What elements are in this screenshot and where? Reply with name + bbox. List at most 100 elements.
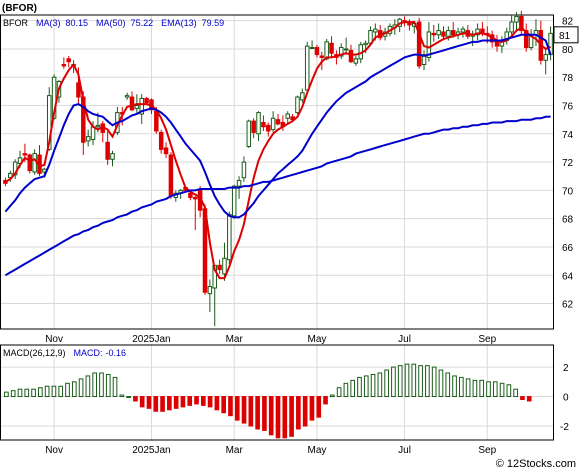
candle-up: [139, 97, 144, 115]
price-y-tick: 70: [562, 186, 574, 197]
candle-up: [475, 28, 480, 36]
macd-bar-negative: [214, 396, 220, 411]
candle-up: [363, 42, 368, 46]
candle-up: [300, 92, 305, 101]
price-x-tick: May: [307, 334, 326, 345]
candle-up: [460, 28, 466, 33]
macd-bar-negative: [262, 396, 267, 431]
macd-bar-positive: [126, 396, 131, 399]
macd-bar-positive: [119, 394, 125, 398]
macd-bar-positive: [71, 381, 77, 398]
macd-bar-negative: [309, 396, 315, 421]
price-y-tick: 74: [562, 130, 574, 141]
macd-bar-positive: [343, 382, 349, 398]
candle-up: [436, 30, 441, 36]
macd-bar-negative: [268, 396, 274, 436]
macd-bar-positive: [105, 373, 111, 398]
macd-bar-negative: [200, 396, 206, 406]
last-price-label: 81: [559, 31, 571, 42]
macd-bar-positive: [397, 365, 403, 398]
candle-down: [76, 82, 81, 98]
macd-bar-positive: [506, 384, 512, 398]
macd-bar-negative: [520, 396, 525, 400]
price-legend-value: 75.22: [131, 18, 154, 28]
price-legend-name: BFOR: [3, 18, 29, 28]
candle-up: [285, 113, 290, 119]
candle-down: [66, 58, 71, 63]
macd-bar-negative: [160, 396, 165, 412]
candle-up: [222, 257, 227, 275]
series-line-ema13: [4, 33, 552, 219]
price-legend-value: 80.15: [66, 18, 89, 28]
macd-bar-positive: [357, 376, 362, 398]
macd-panel: -2 0 2 MACD(26,12,9) MACD: -0.16 Nov 2025Jan Mar…: [0, 344, 569, 456]
candle-down: [105, 141, 110, 160]
candle-up: [227, 213, 232, 261]
candle-up: [295, 96, 300, 114]
price-x-tick: Sep: [478, 334, 496, 345]
macd-bar-negative: [275, 396, 281, 439]
candle-up: [324, 41, 329, 60]
candle-up: [90, 126, 96, 140]
macd-bar-negative: [289, 396, 294, 437]
macd-bar-negative: [316, 396, 322, 418]
macd-bar-positive: [17, 388, 23, 398]
macd-legend-name: MACD:: [74, 348, 103, 358]
macd-x-tick: May: [307, 445, 326, 456]
macd-bar-positive: [479, 379, 485, 398]
macd-bar-positive: [92, 372, 97, 398]
macd-bar-negative: [282, 396, 288, 439]
macd-bar-positive: [329, 394, 335, 398]
candle-down: [266, 124, 271, 132]
candle-down: [519, 15, 524, 32]
candle-down: [275, 119, 281, 125]
macd-bar-negative: [234, 396, 240, 421]
macd-bar-positive: [431, 366, 437, 398]
candle-up: [124, 95, 130, 98]
macd-bar-positive: [112, 376, 118, 398]
price-y-tick: 64: [562, 271, 574, 282]
macd-bar-positive: [31, 388, 36, 398]
macd-bar-positive: [404, 363, 410, 398]
candle-up: [46, 95, 52, 150]
footer-credit: © 12Stocks.com: [496, 458, 576, 470]
macd-bar-negative: [248, 396, 254, 427]
macd-x-tick: Jul: [398, 445, 411, 456]
macd-bar-negative: [194, 396, 199, 405]
macd-bar-positive: [438, 369, 444, 398]
candle-up: [421, 54, 427, 66]
candle-up: [514, 15, 519, 23]
macd-bar-positive: [99, 372, 104, 398]
price-x-tick: Mar: [226, 334, 244, 345]
macd-bar-positive: [370, 373, 376, 398]
candle-up: [241, 161, 247, 179]
macd-bar-negative: [526, 396, 532, 402]
price-legend-name: MA(50): [96, 18, 126, 28]
macd-bar-negative: [167, 396, 172, 411]
macd-bar-positive: [492, 381, 498, 398]
candle-down: [329, 42, 334, 54]
candle-down: [22, 153, 28, 156]
candle-up: [246, 120, 252, 148]
macd-bar-negative: [296, 396, 301, 430]
chart-title: (BFOR): [2, 3, 37, 14]
candle-down: [168, 154, 174, 197]
macd-x-tick: 2025Jan: [132, 445, 170, 456]
candle-down: [441, 31, 446, 37]
macd-bar-positive: [418, 365, 423, 398]
macd-bar-positive: [445, 372, 451, 398]
macd-legend-name: MACD(26,12,9): [3, 348, 66, 358]
macd-bar-positive: [58, 385, 64, 398]
candle-down: [348, 49, 354, 63]
macd-legend-value: -0.16: [106, 348, 127, 358]
macd-bar-positive: [363, 375, 369, 398]
macd-bar-positive: [391, 366, 396, 398]
macd-bar-positive: [425, 365, 430, 398]
candle-down: [416, 21, 422, 67]
candle-down: [251, 120, 256, 133]
macd-bar-negative: [173, 396, 179, 409]
macd-bar-positive: [459, 376, 464, 398]
macd-bar-negative: [146, 396, 152, 409]
macd-bar-negative: [187, 396, 193, 406]
macd-bar-negative: [302, 396, 308, 427]
